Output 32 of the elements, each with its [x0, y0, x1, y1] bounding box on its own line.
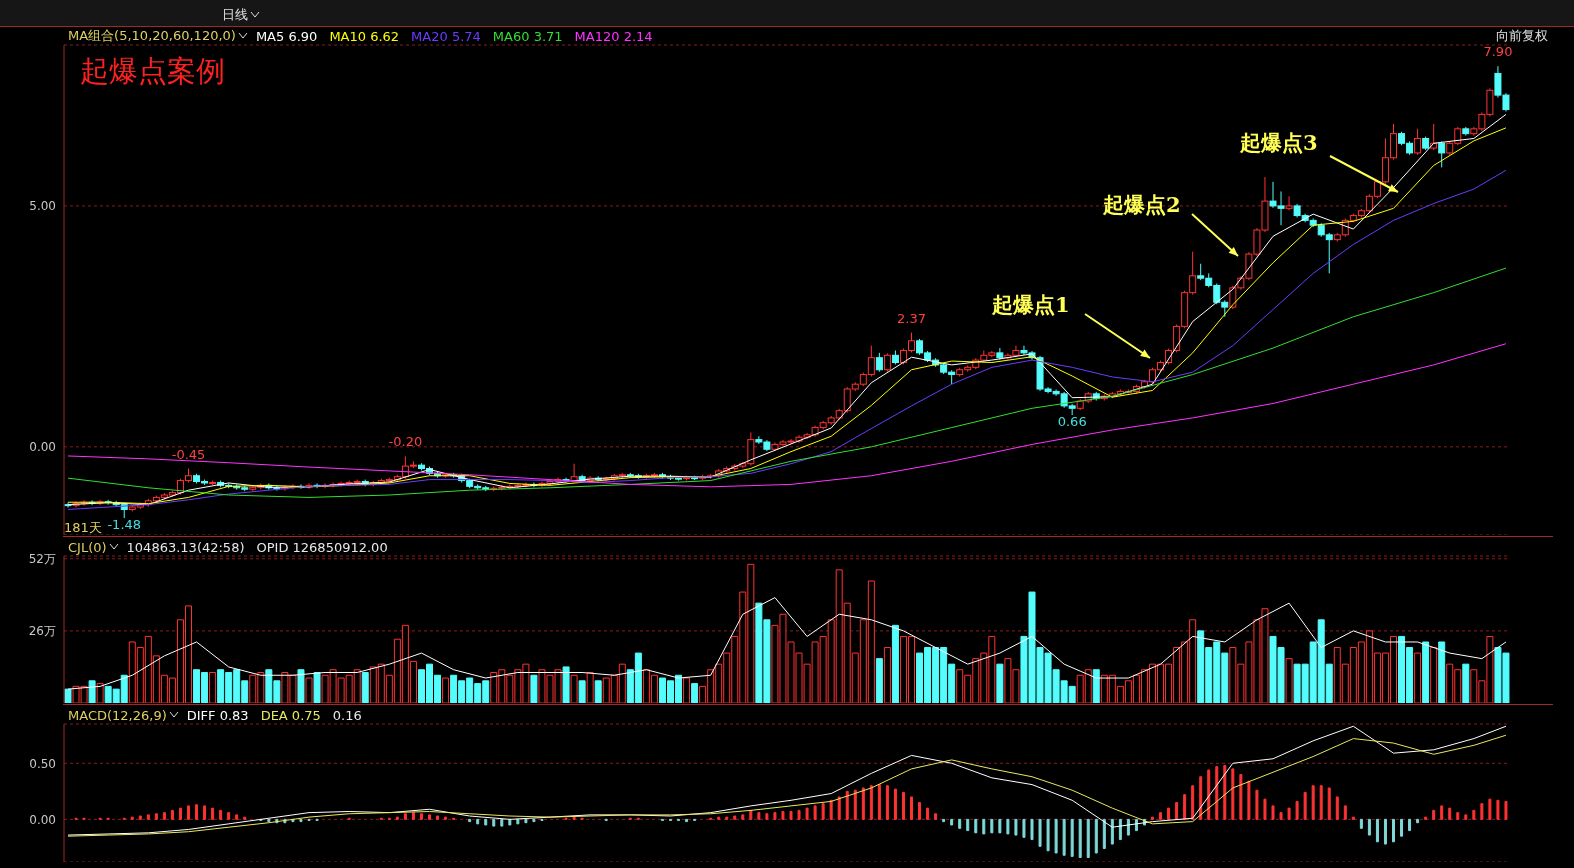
text: DIFF 0.83 — [186, 707, 249, 723]
annotation: -0.45 — [171, 446, 206, 462]
annotation: 181天 — [64, 519, 102, 537]
text: MA5 6.90 — [255, 28, 318, 44]
text: MA20 5.74 — [411, 28, 481, 44]
legend-title: MA组合(5,10,20,60,120,0) — [68, 27, 236, 45]
legend-title: CJL(0) — [68, 539, 107, 555]
annotation: 0.66 — [1057, 414, 1087, 430]
text: MA60 3.71 — [492, 28, 563, 44]
text: OPID 126850912.00 — [256, 539, 388, 555]
text: 日线 — [222, 6, 249, 24]
text: MA10 6.62 — [329, 28, 400, 44]
text: DEA 0.75 — [260, 707, 321, 723]
y-tick-label: 26万 — [28, 624, 56, 639]
y-tick-label: 52万 — [28, 552, 56, 567]
chart-title: 起爆点案例 — [80, 53, 225, 90]
annotation: 2.37 — [897, 310, 926, 326]
text: 向前复权 — [1496, 27, 1548, 45]
annotation: 起爆点3 — [1240, 129, 1318, 157]
text: MA120 2.14 — [574, 28, 653, 44]
annotation: -1.48 — [107, 517, 142, 533]
annotation: 7.90 — [1483, 44, 1513, 60]
annotation: -0.20 — [388, 434, 423, 450]
text: 104863.13(42:58) — [126, 539, 245, 555]
text: 0.16 — [332, 707, 362, 723]
y-tick-label: 0.00 — [29, 440, 56, 455]
legend-title: MACD(12,26,9) — [68, 707, 167, 723]
y-tick-label: 0.50 — [29, 756, 56, 771]
y-tick-label: 5.00 — [29, 199, 56, 214]
annotation: 起爆点2 — [1103, 191, 1181, 219]
y-tick-label: 0.00 — [29, 812, 56, 827]
annotation: 起爆点1 — [992, 291, 1070, 319]
